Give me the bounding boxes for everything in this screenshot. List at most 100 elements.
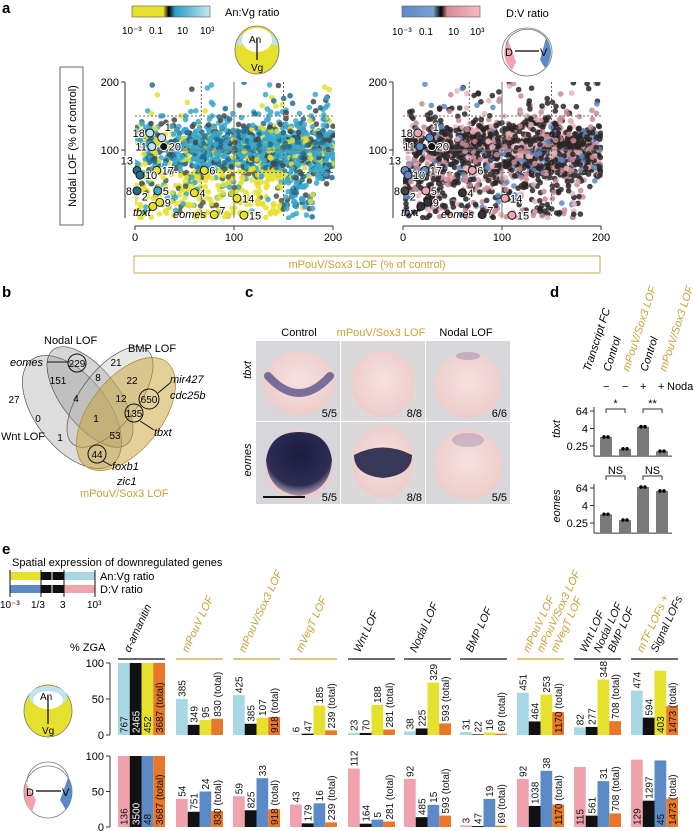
zga-bar xyxy=(141,663,154,735)
fraction-label: 5/5 xyxy=(322,408,337,420)
scatter-point xyxy=(291,149,297,155)
scatter-point xyxy=(518,193,524,199)
scatter-point xyxy=(213,150,219,157)
scatter-point xyxy=(267,109,274,115)
zga-bar xyxy=(552,804,564,827)
scatter-point xyxy=(544,156,550,162)
group-label: Wnt LOF xyxy=(352,608,382,654)
qpcr-bar xyxy=(600,514,612,534)
scatter-point xyxy=(437,213,443,220)
scatter-point xyxy=(183,174,190,181)
zga-bar xyxy=(359,823,372,827)
bar-count-label: 92 xyxy=(519,765,530,777)
bar-count-label: 239 (total) xyxy=(327,775,338,820)
scatter-point xyxy=(251,111,258,117)
scatter-point xyxy=(576,126,582,132)
scatter-point xyxy=(418,157,425,163)
zga-bar xyxy=(325,730,337,735)
zga-bar xyxy=(301,823,314,827)
labeled-gene-point xyxy=(500,193,510,203)
zga-bar xyxy=(359,732,372,735)
scatter-point xyxy=(591,164,598,171)
scatter-point xyxy=(137,203,144,209)
scatter-point xyxy=(178,173,184,179)
scatter-point xyxy=(435,174,442,181)
row-label: tbxt xyxy=(242,360,254,379)
scatter-point xyxy=(415,165,421,172)
scatter-point xyxy=(554,163,560,169)
scatter-point xyxy=(405,155,411,161)
embryo-vg-label: Vg xyxy=(42,726,54,737)
scatter-point xyxy=(299,196,305,202)
scatter-point xyxy=(412,137,419,144)
scatter-point xyxy=(489,144,495,150)
scatter-point xyxy=(201,140,207,147)
scatter-point xyxy=(443,176,449,182)
venn-count: 44 xyxy=(91,450,103,461)
labeled-gene-point xyxy=(421,186,431,196)
scatter-point xyxy=(496,98,502,104)
scatter-point xyxy=(309,124,316,130)
scatter-point xyxy=(160,113,166,119)
colorbar-tick: 10⁻³ xyxy=(122,26,142,37)
scatter-point xyxy=(135,195,138,202)
scatter-point xyxy=(192,108,199,114)
scatter-point xyxy=(526,101,532,107)
gene-point-label: 13 xyxy=(389,155,401,167)
scatter-point xyxy=(235,121,242,128)
scatter-point xyxy=(168,169,174,175)
scatter-point xyxy=(228,163,235,170)
scatter-point xyxy=(319,139,326,146)
scatter-point xyxy=(139,120,145,127)
scatter-point xyxy=(160,174,166,181)
zga-bar xyxy=(199,791,212,827)
scatter-point xyxy=(228,190,235,197)
zga-bar xyxy=(404,731,416,735)
scatter-point xyxy=(565,182,572,189)
scatter-point xyxy=(280,129,287,136)
scatter-point xyxy=(310,98,317,105)
scatter-point xyxy=(506,152,512,158)
scatter-point xyxy=(283,194,289,200)
column-header: mPouV/Sox3 LOF xyxy=(657,284,693,373)
scatter-point xyxy=(582,169,588,176)
scatter-point xyxy=(295,129,302,136)
scatter-point xyxy=(474,182,480,189)
scatter-point xyxy=(447,126,454,133)
gene-point-label: 14 xyxy=(242,193,254,205)
scatter-point xyxy=(199,192,206,199)
bar-count-label: 129 xyxy=(633,808,644,825)
zga-bar xyxy=(268,809,280,827)
scatter-point xyxy=(464,126,470,133)
scatter-point xyxy=(597,172,603,179)
scatter-point xyxy=(425,207,432,213)
scatter-point xyxy=(266,147,272,154)
embryo-mpouv-tbxt xyxy=(351,351,415,417)
scatter-point xyxy=(449,161,455,168)
scatter-point xyxy=(516,128,523,135)
scatter-point xyxy=(275,82,282,89)
scatter-point xyxy=(253,156,260,163)
labeled-gene-point xyxy=(157,133,167,143)
scatter-point xyxy=(544,95,550,102)
significance-label: * xyxy=(613,398,618,410)
scatter-point xyxy=(567,126,573,132)
scatter-point xyxy=(423,175,430,181)
scatter-point xyxy=(456,165,462,171)
scatter-point xyxy=(594,101,600,107)
scatter-point xyxy=(593,110,600,117)
scatter-point xyxy=(479,199,486,205)
zga-bar xyxy=(631,759,643,827)
zga-bar xyxy=(313,705,326,735)
scatter-point xyxy=(484,185,490,191)
scatter-point xyxy=(189,202,196,209)
zga-bar xyxy=(585,726,598,735)
scatter-point xyxy=(458,212,465,218)
bar-count-label: 43 xyxy=(292,791,303,803)
scatter-point xyxy=(519,208,525,214)
scatter-point xyxy=(182,148,189,154)
